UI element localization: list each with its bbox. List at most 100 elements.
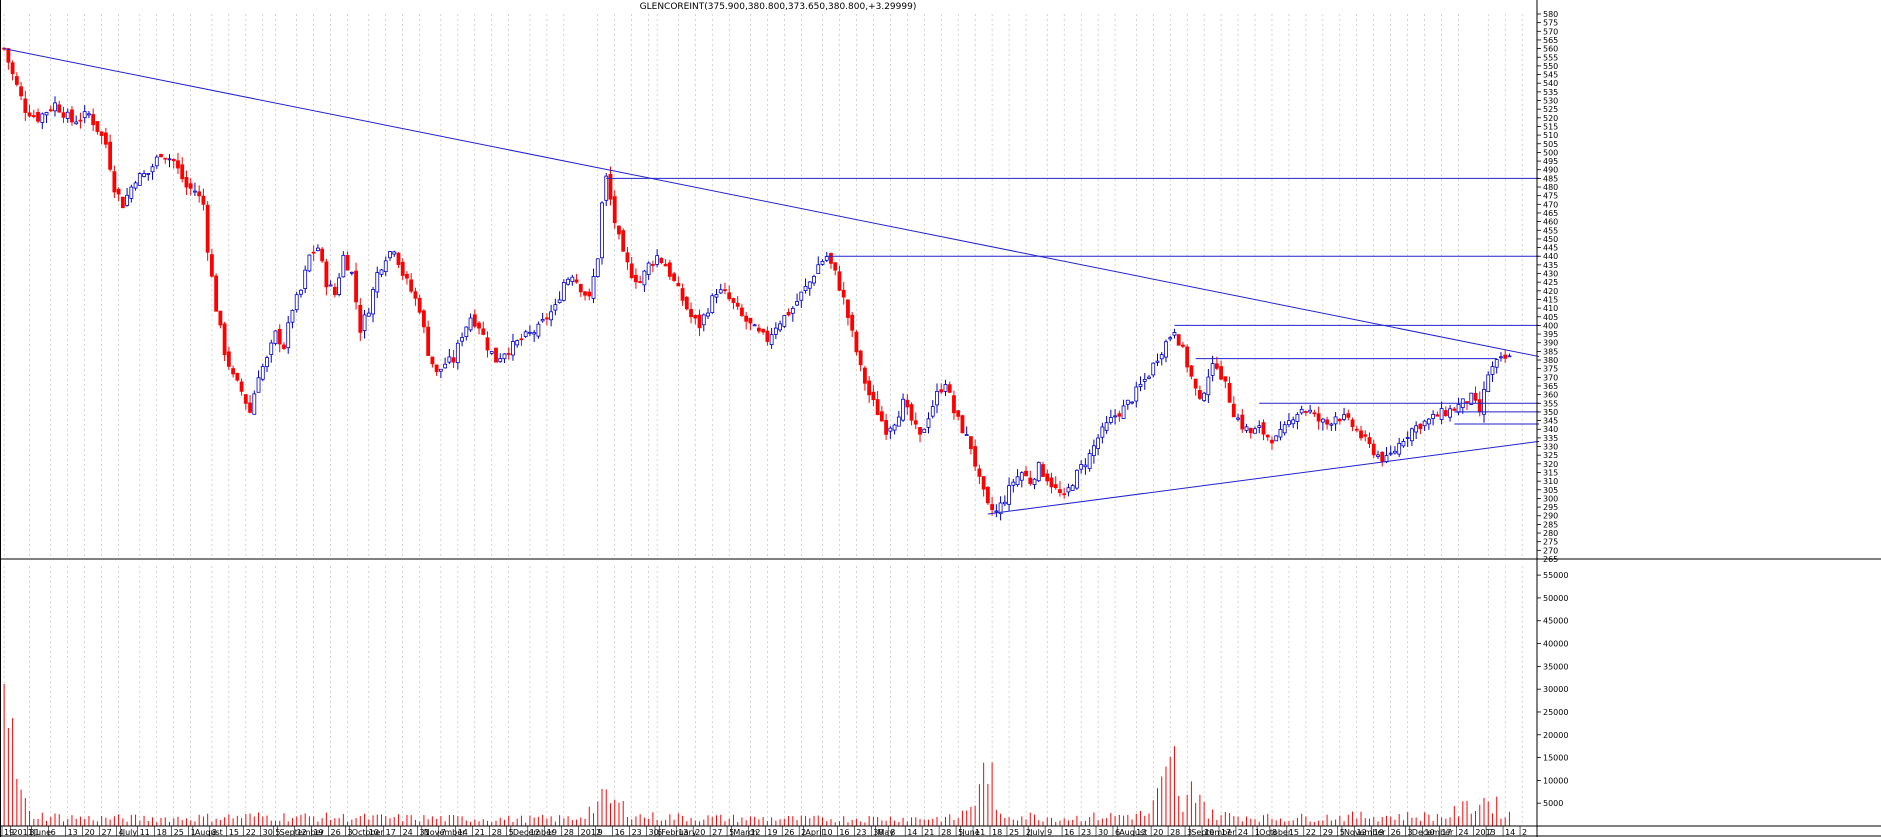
candle-up: [943, 384, 948, 392]
candle-up: [468, 317, 473, 331]
candle-up: [1376, 454, 1380, 457]
time-label: 24: [1238, 828, 1248, 837]
candle-up: [1036, 461, 1041, 482]
candle-up: [1274, 435, 1279, 442]
candle-up: [1066, 487, 1071, 493]
time-label: 19: [1374, 828, 1384, 837]
candle-up: [1159, 354, 1164, 360]
time-label: 10: [369, 828, 379, 837]
time-label: 26: [1391, 828, 1401, 837]
candle-up: [53, 102, 57, 112]
candle-down: [612, 196, 617, 224]
candle-down: [472, 314, 477, 327]
price-tick-label: 390: [1543, 339, 1558, 348]
candle-up: [1397, 443, 1402, 455]
candle-down: [235, 373, 240, 381]
time-label: 14: [1505, 828, 1515, 837]
candle-down: [354, 270, 358, 303]
candle-up: [515, 340, 520, 346]
candle-up: [129, 186, 134, 199]
time-label: 15: [229, 828, 239, 837]
candle-up: [824, 256, 829, 261]
candle-up: [816, 264, 821, 274]
candle-up: [1155, 360, 1160, 363]
candle-up: [44, 112, 49, 116]
candle-up: [371, 289, 375, 315]
time-label: 23: [1081, 828, 1091, 837]
candle-down: [1435, 414, 1440, 417]
candle-down: [494, 347, 498, 363]
price-tick-label: 325: [1543, 451, 1558, 460]
candle-up: [1236, 417, 1240, 420]
candle-up: [1299, 408, 1304, 414]
candle-up: [388, 251, 392, 259]
candle-down: [176, 160, 180, 169]
candle-down: [1185, 346, 1190, 368]
candle-down: [846, 299, 850, 318]
candle-down: [48, 109, 53, 112]
candle-up: [795, 301, 799, 306]
time-label: 2: [1522, 828, 1527, 837]
time-label: 22: [1306, 828, 1316, 837]
candle-up: [922, 428, 927, 433]
candle-down: [481, 328, 486, 335]
candle-down: [956, 410, 961, 417]
candle-up: [1507, 355, 1512, 358]
volume-bars: [3, 683, 1510, 826]
candle-down: [451, 357, 456, 363]
candle-down: [1346, 413, 1351, 418]
time-label: 3: [1187, 828, 1192, 837]
time-label: 6: [1115, 828, 1120, 837]
time-label: August: [1119, 828, 1147, 837]
candle-down: [159, 154, 163, 158]
time-label: 17: [1441, 828, 1451, 837]
candle-up: [1401, 441, 1406, 447]
candle-down: [430, 356, 435, 365]
candle-up: [1087, 453, 1092, 469]
volume-tick-label: 35000: [1543, 662, 1568, 671]
candle-down: [27, 112, 32, 117]
candle-up: [269, 342, 274, 355]
candle-up: [540, 319, 545, 322]
candle-down: [78, 119, 83, 122]
candle-down: [1304, 411, 1308, 413]
price-tick-label: 315: [1543, 468, 1558, 477]
candle-up: [803, 285, 808, 291]
time-label: 8: [1272, 828, 1277, 837]
candle-down: [863, 367, 867, 384]
candle-down: [184, 176, 189, 188]
candle-up: [820, 261, 825, 265]
candle-up: [498, 358, 503, 363]
volume-tick-label: 10000: [1543, 776, 1568, 785]
grid-lines: [3, 14, 1523, 826]
candle-up: [1494, 359, 1499, 368]
time-label: 19: [314, 828, 324, 837]
candle-down: [324, 261, 329, 288]
candle-down: [409, 279, 414, 292]
candle-down: [1058, 489, 1062, 493]
candle-up: [782, 315, 787, 327]
candle-up: [591, 276, 596, 299]
time-label: June: [33, 828, 52, 837]
price-tick-label: 305: [1543, 486, 1558, 495]
candle-up: [1019, 472, 1024, 481]
candle-up: [1257, 425, 1262, 428]
candle-down: [744, 315, 749, 322]
candle-down: [969, 436, 973, 450]
time-label: March: [733, 828, 757, 837]
time-label: June: [961, 828, 980, 837]
candle-down: [396, 252, 401, 265]
price-tick-label: 580: [1543, 10, 1558, 19]
candle-up: [1151, 362, 1156, 376]
candle-down: [1325, 419, 1330, 425]
candle-down: [850, 314, 855, 331]
candle-down: [879, 411, 884, 422]
volume-tick-label: 55000: [1543, 571, 1568, 580]
candle-up: [1134, 386, 1139, 402]
candle-up: [1007, 485, 1011, 505]
candle-down: [519, 338, 524, 341]
price-tick-label: 430: [1543, 270, 1558, 279]
candle-up: [256, 377, 261, 393]
time-label: 3: [1408, 828, 1413, 837]
price-tick-label: 420: [1543, 287, 1558, 296]
